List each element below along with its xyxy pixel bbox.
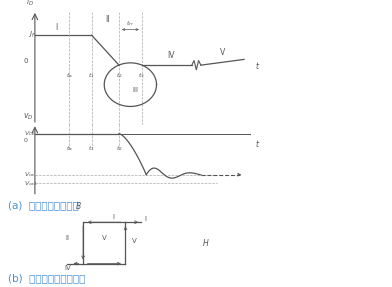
Text: $t_2$: $t_2$ xyxy=(116,71,122,79)
Text: $H$: $H$ xyxy=(202,237,210,249)
Text: 0: 0 xyxy=(24,138,27,143)
Text: (a)  反向恢复电流波形: (a) 反向恢复电流波形 xyxy=(8,200,79,210)
Text: $V_{CE}$: $V_{CE}$ xyxy=(24,129,36,138)
Text: $B$: $B$ xyxy=(75,200,82,211)
Text: $t_1$: $t_1$ xyxy=(88,144,95,153)
Text: III: III xyxy=(132,87,138,92)
Text: $V_{ca1}$: $V_{ca1}$ xyxy=(24,179,37,188)
Text: II: II xyxy=(65,235,69,241)
Text: $V_{ca}$: $V_{ca}$ xyxy=(24,170,34,179)
Text: IV: IV xyxy=(64,265,71,271)
Text: $t_3$: $t_3$ xyxy=(138,71,145,79)
Text: (b)  饱和电抗器磁化曲线: (b) 饱和电抗器磁化曲线 xyxy=(8,274,85,283)
Text: $t$: $t$ xyxy=(256,60,261,71)
Text: $i_D$: $i_D$ xyxy=(26,0,34,8)
Text: I: I xyxy=(144,216,146,222)
Text: V: V xyxy=(102,235,107,241)
Text: $J_F$: $J_F$ xyxy=(28,30,36,40)
Text: $t_a$: $t_a$ xyxy=(65,71,73,79)
Text: IV: IV xyxy=(167,51,175,60)
Text: $t_1$: $t_1$ xyxy=(88,71,95,79)
Text: V: V xyxy=(220,48,225,57)
Text: V: V xyxy=(132,238,136,244)
Text: $t_{rr}$: $t_{rr}$ xyxy=(126,19,134,28)
Text: $t_a$: $t_a$ xyxy=(65,144,73,153)
Text: $t$: $t$ xyxy=(256,138,261,150)
Text: $v_D$: $v_D$ xyxy=(23,111,33,122)
Text: I: I xyxy=(55,23,58,32)
Text: II: II xyxy=(105,15,110,24)
Text: $t_2$: $t_2$ xyxy=(116,144,122,153)
Text: I: I xyxy=(113,214,115,220)
Text: 0: 0 xyxy=(24,58,28,64)
